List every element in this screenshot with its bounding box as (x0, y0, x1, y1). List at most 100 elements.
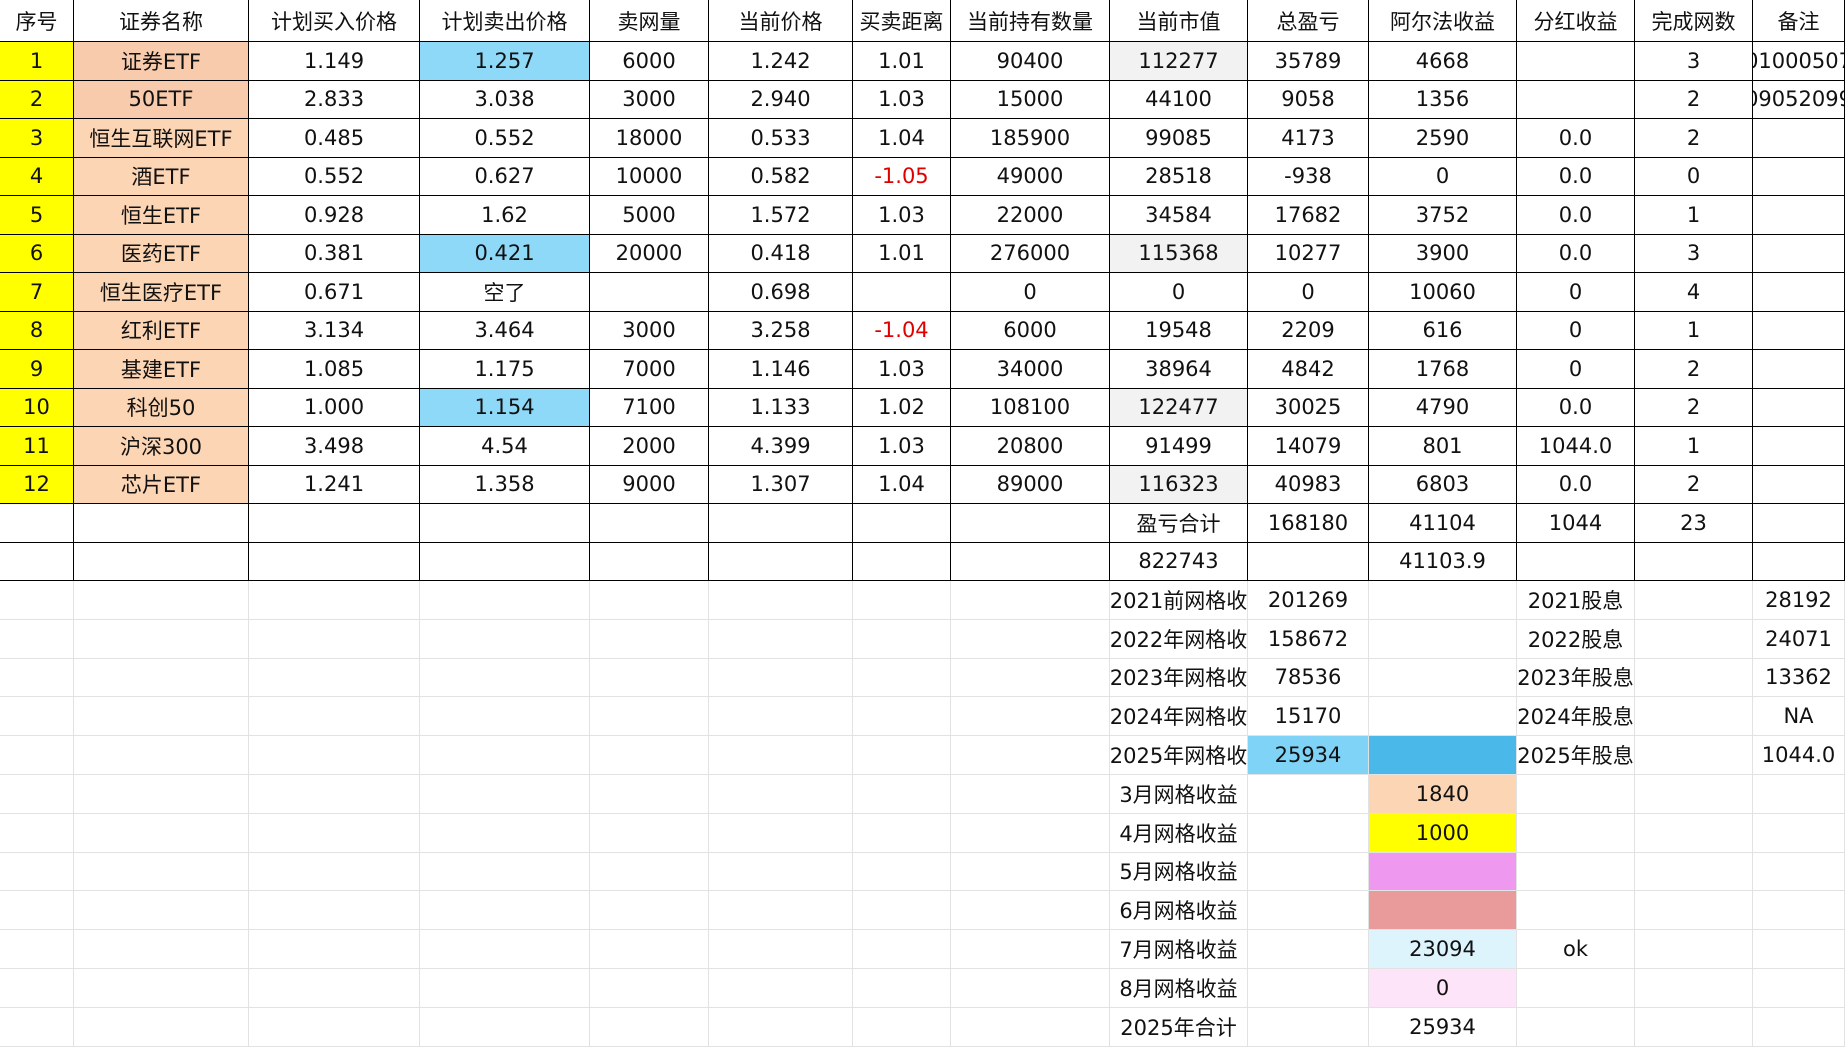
cell (1635, 697, 1753, 737)
cell (1369, 619, 1517, 659)
cell (0, 930, 74, 969)
cell: 2000 (590, 427, 709, 466)
cell: 20800 (951, 427, 1110, 466)
cell: 112277 (1110, 42, 1248, 81)
cell: 115368 (1110, 234, 1248, 273)
cell: 7 (0, 273, 74, 312)
cell (1369, 852, 1517, 892)
cell: 卖网量 (590, 0, 709, 42)
cell: 1.04 (853, 119, 951, 158)
cell (853, 852, 951, 892)
cell (0, 581, 74, 620)
cell: 23094 (1369, 930, 1517, 969)
cell: 2025年网格收 (1110, 736, 1248, 775)
cell: 2 (1635, 388, 1753, 427)
cell (249, 852, 420, 892)
cell: 6000 (590, 42, 709, 81)
cell: 7月网格收益 (1110, 930, 1248, 969)
cell: 基建ETF (74, 350, 249, 389)
cell (1248, 969, 1369, 1008)
cell (74, 891, 249, 931)
cell: -938 (1248, 157, 1369, 196)
cell: 4 (1635, 273, 1753, 312)
cell: 9 (0, 350, 74, 389)
cell (1635, 813, 1753, 853)
cell: 40983 (1248, 465, 1369, 504)
cell (420, 891, 590, 931)
cell (590, 1007, 709, 1047)
cell: 23 (1635, 504, 1753, 543)
cell: 红利ETF (74, 311, 249, 350)
cell: 2209 (1248, 311, 1369, 350)
cell (590, 775, 709, 814)
cell (709, 891, 853, 931)
cell (249, 542, 420, 581)
cell: 822743 (1110, 542, 1248, 581)
cell: 4842 (1248, 350, 1369, 389)
cell (1635, 581, 1753, 620)
cell: 0 (1517, 273, 1635, 312)
cell (1369, 581, 1517, 620)
cell: 恒生互联网ETF (74, 119, 249, 158)
cell: 13362 (1753, 658, 1845, 698)
cell (1248, 891, 1369, 931)
cell: 4 (0, 157, 74, 196)
cell: 34000 (951, 350, 1110, 389)
cell (853, 658, 951, 698)
cell (709, 542, 853, 581)
cell (74, 697, 249, 737)
cell: 1.02 (853, 388, 951, 427)
cell (420, 697, 590, 737)
cell: 12 (0, 465, 74, 504)
cell (853, 930, 951, 969)
cell: 2590 (1369, 119, 1517, 158)
cell (853, 581, 951, 620)
cell: 0 (1517, 311, 1635, 350)
cell: 1.242 (709, 42, 853, 81)
cell: 计划买入价格 (249, 0, 420, 42)
cell (0, 813, 74, 853)
cell: 1.085 (249, 350, 420, 389)
cell: 3000 (590, 80, 709, 119)
cell: 1.03 (853, 427, 951, 466)
cell: 1.149 (249, 42, 420, 81)
cell: 0 (1517, 350, 1635, 389)
cell: 买卖距离 (853, 0, 951, 42)
cell: 5月网格收益 (1110, 852, 1248, 892)
cell (249, 736, 420, 775)
cell: 2025年股息 (1517, 736, 1635, 775)
cell (249, 581, 420, 620)
cell: 30025 (1248, 388, 1369, 427)
cell (590, 852, 709, 892)
cell: 1 (1635, 311, 1753, 350)
cell: 0.627 (420, 157, 590, 196)
cell: 0.0 (1517, 157, 1635, 196)
cell: 7100 (590, 388, 709, 427)
cell (420, 736, 590, 775)
cell: 99085 (1110, 119, 1248, 158)
cell (1753, 930, 1845, 969)
cell (951, 813, 1110, 853)
cell: 1.01 (853, 42, 951, 81)
cell: 3.498 (249, 427, 420, 466)
cell: 2.833 (249, 80, 420, 119)
cell: 1.241 (249, 465, 420, 504)
cell: 0 (1369, 157, 1517, 196)
cell: 90400 (951, 42, 1110, 81)
cell: 完成网数 (1635, 0, 1753, 42)
cell: 91499 (1110, 427, 1248, 466)
cell (420, 619, 590, 659)
cell: 2024年网格收 (1110, 697, 1248, 737)
cell (853, 619, 951, 659)
cell: 医药ETF (74, 234, 249, 273)
cell: 2 (1635, 350, 1753, 389)
cell: 3.258 (709, 311, 853, 350)
cell (1753, 542, 1845, 581)
cell: 616 (1369, 311, 1517, 350)
cell: 空了 (420, 273, 590, 312)
cell (1753, 465, 1845, 504)
cell: 1.146 (709, 350, 853, 389)
cell: 122477 (1110, 388, 1248, 427)
cell (420, 852, 590, 892)
cell: 2 (1635, 465, 1753, 504)
